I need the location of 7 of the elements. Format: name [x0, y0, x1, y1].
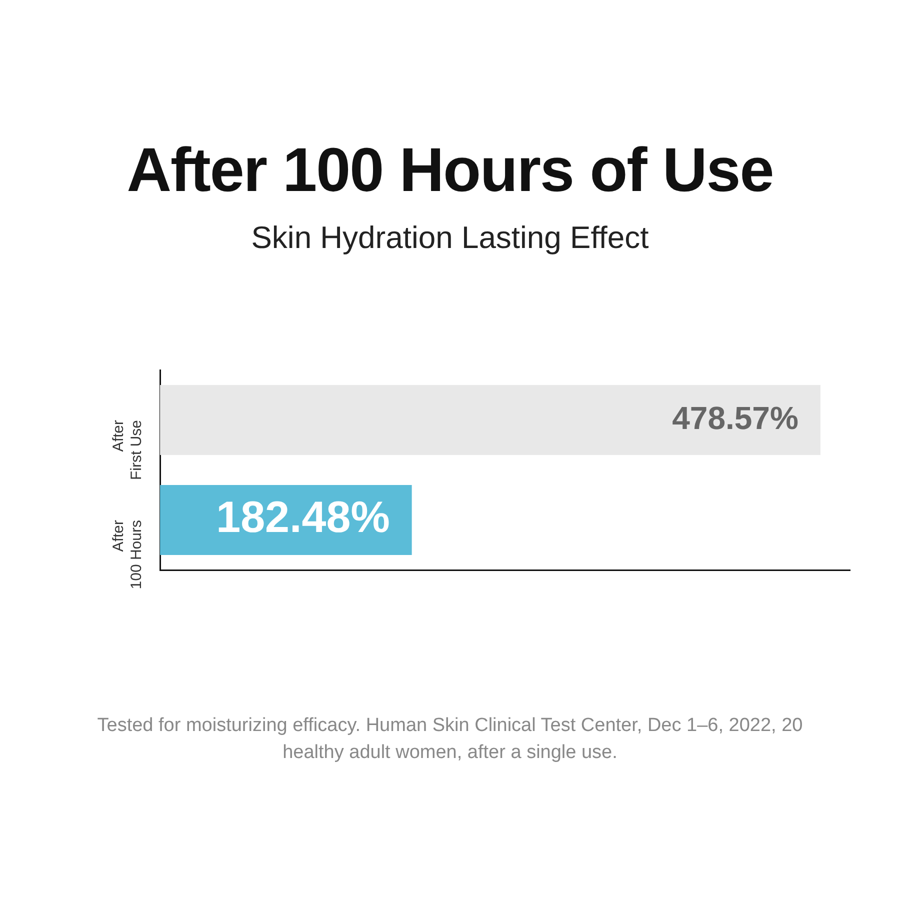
chart-title: After 100 Hours of Use — [126, 135, 774, 206]
data-label: 478.57% — [672, 400, 798, 436]
y-tick-label: After First Use — [110, 420, 146, 480]
data-label: 182.48% — [216, 493, 390, 542]
text: Tested for moisturizing efficacy. Human Skin Clinical Test Center, Dec 1–6, 2022, 20 healthy adult women, after a single use. — [96, 714, 804, 765]
chart-subtitle: Skin Hydration Lasting Effect — [250, 220, 650, 256]
y-tick-label: After 100 Hours — [110, 520, 146, 590]
